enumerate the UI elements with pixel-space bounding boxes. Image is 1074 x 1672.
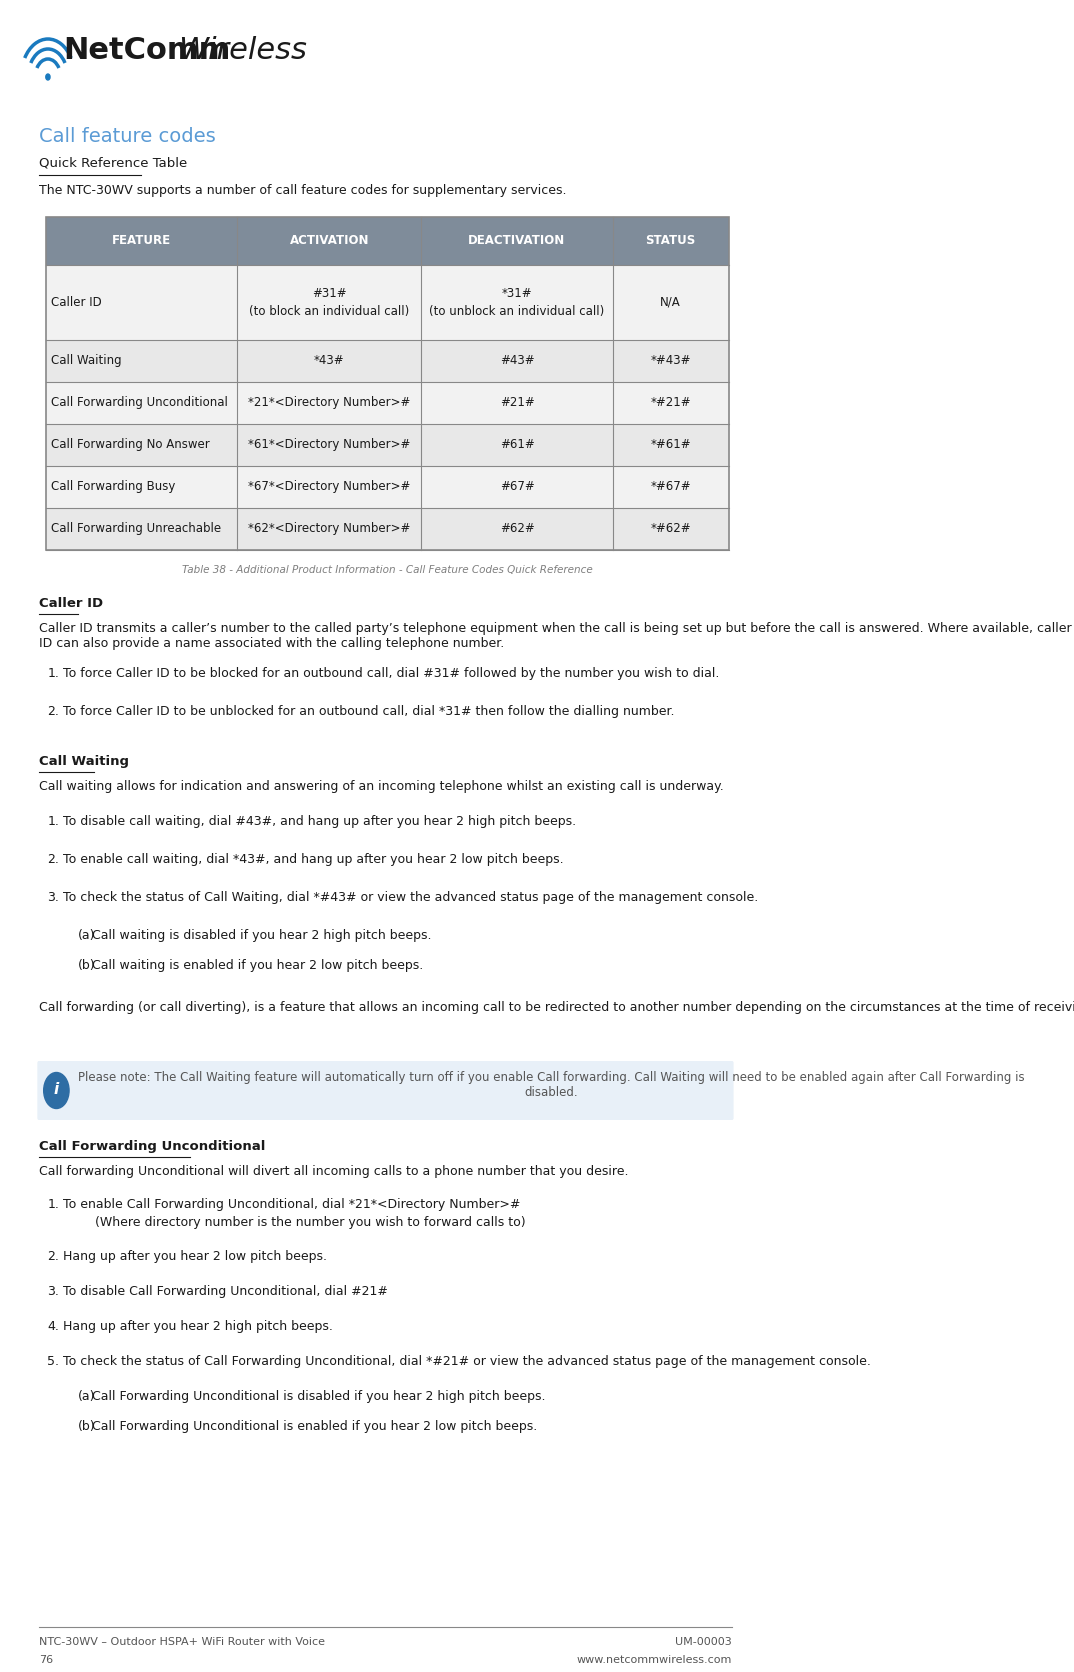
Text: 4.: 4. [47,1319,59,1333]
Text: (b): (b) [77,1420,96,1433]
Text: Call waiting is enabled if you hear 2 low pitch beeps.: Call waiting is enabled if you hear 2 lo… [91,960,423,971]
Text: To enable Call Forwarding Unconditional, dial *21*<Directory Number>#
        (W: To enable Call Forwarding Unconditional,… [63,1199,526,1229]
Text: #21#: #21# [499,396,535,410]
Text: DEACTIVATION: DEACTIVATION [468,234,566,247]
Text: 1.: 1. [47,667,59,681]
Text: *#67#: *#67# [650,480,691,493]
FancyBboxPatch shape [46,466,728,508]
Text: Call feature codes: Call feature codes [39,127,216,145]
Text: The NTC-30WV supports a number of call feature codes for supplementary services.: The NTC-30WV supports a number of call f… [39,184,566,197]
Text: To disable Call Forwarding Unconditional, dial #21#: To disable Call Forwarding Unconditional… [63,1286,389,1297]
Text: *43#: *43# [314,354,345,368]
FancyBboxPatch shape [46,264,728,339]
Text: 2.: 2. [47,853,59,866]
Text: 1.: 1. [47,814,59,828]
Text: *#62#: *#62# [650,522,691,535]
Text: #31#
(to block an individual call): #31# (to block an individual call) [249,288,409,318]
Circle shape [46,74,50,80]
Text: N/A: N/A [661,296,681,309]
Text: To check the status of Call Waiting, dial *#43# or view the advanced status page: To check the status of Call Waiting, dia… [63,891,758,905]
Text: Quick Reference Table: Quick Reference Table [39,157,187,171]
Text: *21*<Directory Number>#: *21*<Directory Number># [248,396,410,410]
Text: #67#: #67# [499,480,535,493]
Text: Call forwarding Unconditional will divert all incoming calls to a phone number t: Call forwarding Unconditional will diver… [39,1165,628,1179]
FancyBboxPatch shape [46,339,728,381]
Text: Hang up after you hear 2 high pitch beeps.: Hang up after you hear 2 high pitch beep… [63,1319,333,1333]
Text: NetComm: NetComm [63,37,231,65]
Text: Call Forwarding Unconditional: Call Forwarding Unconditional [52,396,229,410]
Text: 5.: 5. [47,1354,59,1368]
Text: 1.: 1. [47,1199,59,1211]
Text: (a): (a) [77,930,95,941]
Text: *#43#: *#43# [651,354,691,368]
Text: *#61#: *#61# [650,438,691,451]
Text: Call Forwarding Unconditional: Call Forwarding Unconditional [39,1140,265,1154]
Text: Caller ID transmits a caller’s number to the called party’s telephone equipment : Caller ID transmits a caller’s number to… [39,622,1072,650]
Text: i: i [54,1082,59,1097]
Text: Caller ID: Caller ID [52,296,102,309]
FancyBboxPatch shape [38,1062,734,1120]
Text: 3.: 3. [47,1286,59,1297]
Text: STATUS: STATUS [645,234,696,247]
Text: FEATURE: FEATURE [112,234,171,247]
Text: To force Caller ID to be unblocked for an outbound call, dial *31# then follow t: To force Caller ID to be unblocked for a… [63,706,674,717]
Text: *61*<Directory Number>#: *61*<Directory Number># [248,438,410,451]
Text: #62#: #62# [499,522,535,535]
Text: NTC-30WV – Outdoor HSPA+ WiFi Router with Voice: NTC-30WV – Outdoor HSPA+ WiFi Router wit… [39,1637,324,1647]
Text: ACTIVATION: ACTIVATION [289,234,369,247]
Text: To enable call waiting, dial *43#, and hang up after you hear 2 low pitch beeps.: To enable call waiting, dial *43#, and h… [63,853,564,866]
Text: UM-00003: UM-00003 [676,1637,732,1647]
Text: (b): (b) [77,960,96,971]
Text: *67*<Directory Number>#: *67*<Directory Number># [248,480,410,493]
Text: Call Forwarding Unconditional is disabled if you hear 2 high pitch beeps.: Call Forwarding Unconditional is disable… [91,1389,546,1403]
FancyBboxPatch shape [46,381,728,425]
Text: To check the status of Call Forwarding Unconditional, dial *#21# or view the adv: To check the status of Call Forwarding U… [63,1354,871,1368]
Text: Call Forwarding Unconditional is enabled if you hear 2 low pitch beeps.: Call Forwarding Unconditional is enabled… [91,1420,537,1433]
Text: *31#
(to unblock an individual call): *31# (to unblock an individual call) [430,288,605,318]
Text: Table 38 - Additional Product Information - Call Feature Codes Quick Reference: Table 38 - Additional Product Informatio… [182,565,593,575]
Text: Call Waiting: Call Waiting [39,756,129,767]
Text: 76: 76 [39,1655,53,1665]
Text: Call waiting is disabled if you hear 2 high pitch beeps.: Call waiting is disabled if you hear 2 h… [91,930,431,941]
Text: To disable call waiting, dial #43#, and hang up after you hear 2 high pitch beep: To disable call waiting, dial #43#, and … [63,814,577,828]
Text: Wireless: Wireless [177,37,306,65]
FancyBboxPatch shape [46,508,728,550]
Text: 3.: 3. [47,891,59,905]
Text: *62*<Directory Number>#: *62*<Directory Number># [248,522,410,535]
Text: Call forwarding (or call diverting), is a feature that allows an incoming call t: Call forwarding (or call diverting), is … [39,1002,1074,1013]
Circle shape [44,1072,69,1109]
FancyBboxPatch shape [46,217,728,264]
Text: Please note: The Call Waiting feature will automatically turn off if you enable : Please note: The Call Waiting feature wi… [77,1072,1025,1099]
Text: 2.: 2. [47,1251,59,1262]
Text: (a): (a) [77,1389,95,1403]
Text: Caller ID: Caller ID [39,597,103,610]
Text: Call Forwarding No Answer: Call Forwarding No Answer [52,438,211,451]
FancyBboxPatch shape [46,425,728,466]
Text: Call Forwarding Busy: Call Forwarding Busy [52,480,176,493]
Text: *#21#: *#21# [650,396,691,410]
Text: #43#: #43# [499,354,534,368]
Text: Call waiting allows for indication and answering of an incoming telephone whilst: Call waiting allows for indication and a… [39,781,724,793]
Text: To force Caller ID to be blocked for an outbound call, dial #31# followed by the: To force Caller ID to be blocked for an … [63,667,720,681]
Text: www.netcommwireless.com: www.netcommwireless.com [577,1655,732,1665]
Text: #61#: #61# [499,438,535,451]
Text: 2.: 2. [47,706,59,717]
Text: Call Forwarding Unreachable: Call Forwarding Unreachable [52,522,221,535]
Text: Call Waiting: Call Waiting [52,354,122,368]
Text: Hang up after you hear 2 low pitch beeps.: Hang up after you hear 2 low pitch beeps… [63,1251,328,1262]
